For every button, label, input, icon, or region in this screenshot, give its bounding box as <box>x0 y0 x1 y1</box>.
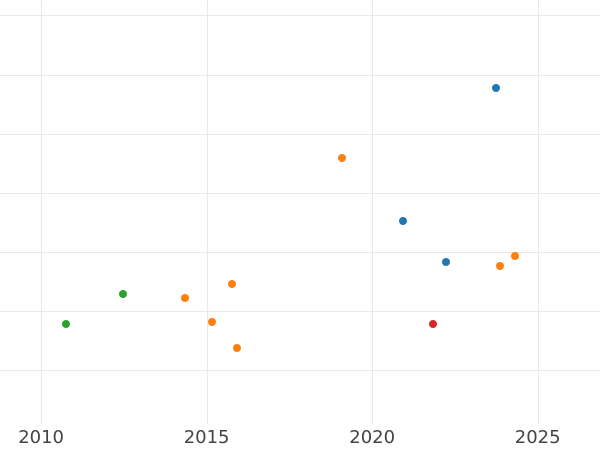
y-gridline <box>0 133 600 135</box>
x-tick-label: 2010 <box>18 427 64 448</box>
data-point-orange <box>510 251 519 260</box>
data-point-blue <box>398 217 407 226</box>
data-point-orange <box>338 153 347 162</box>
y-gridline <box>0 192 600 194</box>
x-axis: 2010 2015 2020 2025 <box>0 424 600 450</box>
data-point-orange <box>180 293 189 302</box>
data-point-green <box>119 289 128 298</box>
x-tick-label: 2015 <box>183 427 230 448</box>
x-tick-label: 2025 <box>514 427 561 448</box>
y-gridline <box>0 74 600 76</box>
x-gridline <box>41 0 43 424</box>
y-gridline <box>0 370 600 372</box>
data-point-green <box>62 319 71 328</box>
x-tick-label: 2020 <box>349 427 396 448</box>
y-gridline <box>0 15 600 17</box>
data-point-red <box>429 320 438 329</box>
x-gridline <box>206 0 208 424</box>
x-gridline <box>537 0 539 424</box>
data-point-blue <box>492 83 500 92</box>
data-point-orange <box>208 317 217 326</box>
data-point-orange <box>233 343 242 352</box>
x-gridline <box>372 0 374 424</box>
y-gridline <box>0 251 600 253</box>
plot-area <box>0 0 600 424</box>
y-gridline <box>0 311 600 313</box>
data-point-blue <box>442 258 450 266</box>
data-point-orange <box>495 261 504 270</box>
data-point-orange <box>227 279 236 288</box>
